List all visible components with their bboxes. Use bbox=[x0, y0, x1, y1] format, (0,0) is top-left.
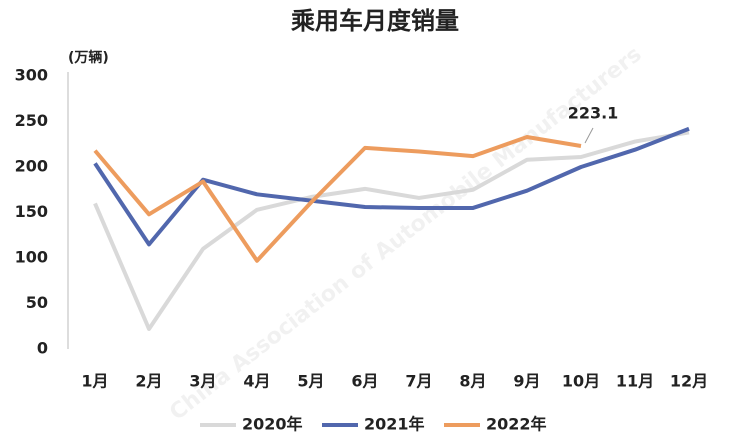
x-tick-label: 10月 bbox=[562, 372, 600, 391]
series-line bbox=[93, 126, 690, 247]
series-line bbox=[93, 134, 582, 263]
legend-label: 2020年 bbox=[242, 415, 303, 434]
y-tick-label: 0 bbox=[37, 339, 48, 358]
x-tick-label: 8月 bbox=[459, 372, 486, 391]
x-tick-label: 9月 bbox=[513, 372, 540, 391]
x-tick-label: 11月 bbox=[616, 372, 654, 391]
unit-label: (万辆) bbox=[68, 49, 109, 66]
chart-title: 乘用车月度销量 bbox=[290, 7, 459, 35]
x-tick-label: 5月 bbox=[297, 372, 324, 391]
y-tick-label: 300 bbox=[15, 66, 48, 85]
x-tick-label: 4月 bbox=[243, 372, 270, 391]
x-tick-label: 12月 bbox=[670, 372, 708, 391]
x-tick-label: 6月 bbox=[351, 372, 378, 391]
data-label: 223.1 bbox=[568, 103, 619, 122]
x-tick-label: 1月 bbox=[81, 372, 108, 391]
series-line bbox=[93, 130, 690, 331]
y-tick-label: 250 bbox=[15, 111, 48, 130]
x-tick-label: 2月 bbox=[135, 372, 162, 391]
y-tick-label: 150 bbox=[15, 202, 48, 221]
legend-label: 2022年 bbox=[486, 415, 547, 434]
y-tick-label: 50 bbox=[26, 293, 48, 312]
label-leader bbox=[584, 127, 594, 144]
legend-label: 2021年 bbox=[364, 415, 425, 434]
x-tick-label: 7月 bbox=[405, 372, 432, 391]
y-tick-label: 100 bbox=[15, 248, 48, 267]
x-tick-label: 3月 bbox=[189, 372, 216, 391]
y-tick-label: 200 bbox=[15, 157, 48, 176]
